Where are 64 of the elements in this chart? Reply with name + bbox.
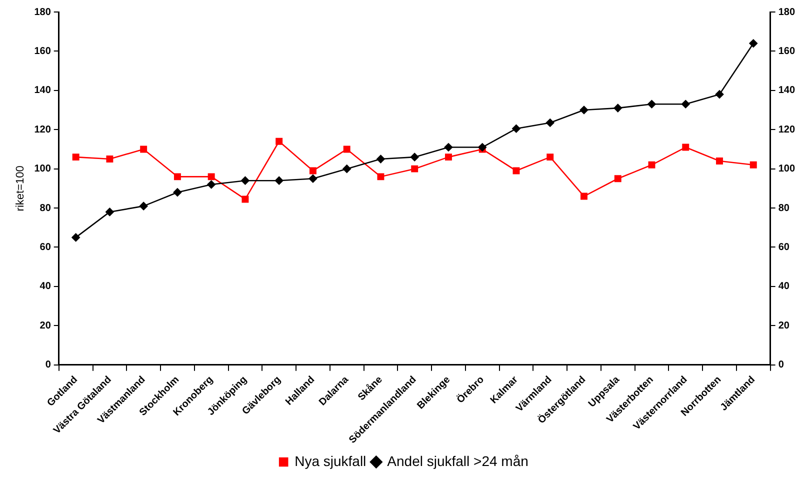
point bbox=[106, 156, 114, 163]
point bbox=[72, 154, 80, 161]
point bbox=[173, 188, 182, 197]
point bbox=[376, 154, 385, 164]
point bbox=[106, 208, 114, 216]
point bbox=[749, 39, 758, 48]
y-tick-label: 20 bbox=[40, 320, 52, 332]
point bbox=[715, 90, 724, 98]
point bbox=[72, 233, 80, 242]
point bbox=[512, 167, 520, 174]
point bbox=[139, 202, 148, 210]
y2-tick-label: 20 bbox=[778, 320, 790, 332]
point bbox=[242, 196, 249, 203]
y2-tick-label: 120 bbox=[778, 124, 796, 136]
point bbox=[444, 143, 453, 152]
y2-tick-label: 0 bbox=[778, 360, 784, 371]
legend-label: Andel sjukfall >24 mån bbox=[387, 452, 528, 469]
y2-tick-label: 60 bbox=[778, 242, 790, 253]
point bbox=[614, 104, 622, 112]
y-tick-label: 180 bbox=[34, 6, 52, 18]
point bbox=[546, 154, 554, 161]
y2-tick-label: 80 bbox=[778, 202, 790, 214]
point bbox=[681, 100, 690, 108]
point bbox=[309, 167, 316, 174]
point bbox=[274, 176, 284, 185]
point bbox=[614, 175, 622, 182]
point bbox=[580, 106, 588, 114]
y-tick-label: 140 bbox=[34, 85, 52, 96]
point bbox=[512, 124, 520, 133]
point bbox=[207, 180, 216, 189]
point bbox=[682, 144, 690, 151]
y2-tick-label: 140 bbox=[778, 85, 796, 96]
y-tick-label: 120 bbox=[34, 124, 52, 136]
y-axis-title: riket=100 bbox=[14, 166, 27, 212]
point bbox=[716, 158, 723, 164]
point bbox=[276, 138, 283, 145]
point bbox=[445, 154, 452, 161]
y-tick-label: 40 bbox=[40, 281, 52, 292]
point bbox=[308, 174, 318, 183]
point bbox=[478, 143, 487, 152]
point bbox=[648, 161, 656, 168]
point bbox=[411, 165, 418, 172]
point bbox=[546, 118, 554, 127]
point bbox=[343, 146, 350, 153]
y2-tick-label: 180 bbox=[778, 6, 796, 18]
y2-tick-label: 40 bbox=[778, 281, 790, 292]
y-tick-label: 60 bbox=[40, 242, 52, 253]
point bbox=[377, 173, 384, 180]
point bbox=[580, 192, 588, 200]
point bbox=[140, 146, 148, 153]
point bbox=[208, 173, 215, 180]
y-tick-label: 160 bbox=[34, 46, 52, 57]
y2-tick-label: 100 bbox=[778, 164, 796, 175]
point bbox=[241, 176, 250, 185]
legend-label: Nya sjukfall bbox=[294, 452, 366, 469]
point bbox=[174, 173, 181, 180]
y-tick-label: 80 bbox=[40, 202, 52, 214]
y-tick-label: 100 bbox=[34, 164, 52, 175]
point bbox=[342, 164, 351, 173]
point bbox=[410, 152, 419, 162]
point bbox=[648, 100, 656, 108]
y2-tick-label: 160 bbox=[778, 46, 796, 57]
point bbox=[750, 161, 757, 168]
y-tick-label: 0 bbox=[45, 360, 52, 371]
